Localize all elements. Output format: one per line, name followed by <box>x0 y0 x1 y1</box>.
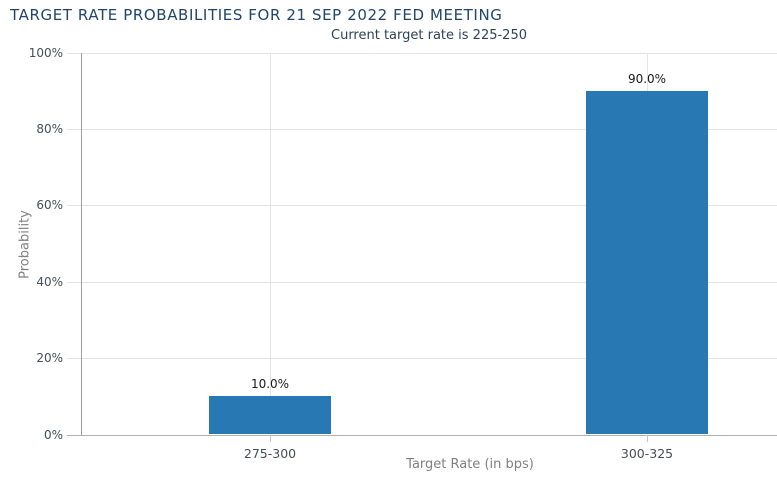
y-tick-label: 40% <box>36 275 63 289</box>
bar-value-label: 10.0% <box>250 377 290 392</box>
chart-title: TARGET RATE PROBABILITIES FOR 21 SEP 202… <box>10 6 503 24</box>
y-axis-title: Probability <box>17 210 33 279</box>
y-tick-label: 20% <box>36 351 63 365</box>
x-tick-label: 275-300 <box>243 445 297 461</box>
y-gridline <box>67 129 777 130</box>
y-tick-label: 0% <box>43 428 63 442</box>
y-tick-label: 60% <box>36 198 63 212</box>
y-gridline <box>67 53 777 54</box>
y-axis-line <box>81 52 82 435</box>
y-gridline <box>67 282 777 283</box>
x-axis-title: Target Rate (in bps) <box>406 457 534 472</box>
x-tick-mark <box>270 435 271 442</box>
bar-300-325 <box>586 90 708 435</box>
chart-subtitle: Current target rate is 225-250 <box>331 28 527 43</box>
bar-value-label: 90.0% <box>627 71 667 86</box>
x-axis-baseline <box>67 435 777 436</box>
y-gridline <box>67 205 777 206</box>
y-gridline <box>67 358 777 359</box>
x-tick-mark <box>647 435 648 442</box>
x-tick-label: 300-325 <box>620 445 674 461</box>
bar-275-300 <box>209 396 331 435</box>
y-tick-label: 100% <box>28 46 63 60</box>
category-gridline <box>270 52 271 435</box>
y-tick-label: 80% <box>36 122 63 136</box>
